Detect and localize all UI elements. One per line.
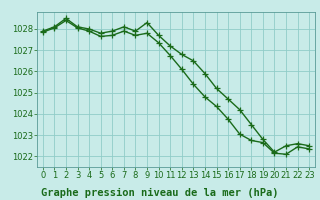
Text: Graphe pression niveau de la mer (hPa): Graphe pression niveau de la mer (hPa) — [41, 188, 279, 198]
